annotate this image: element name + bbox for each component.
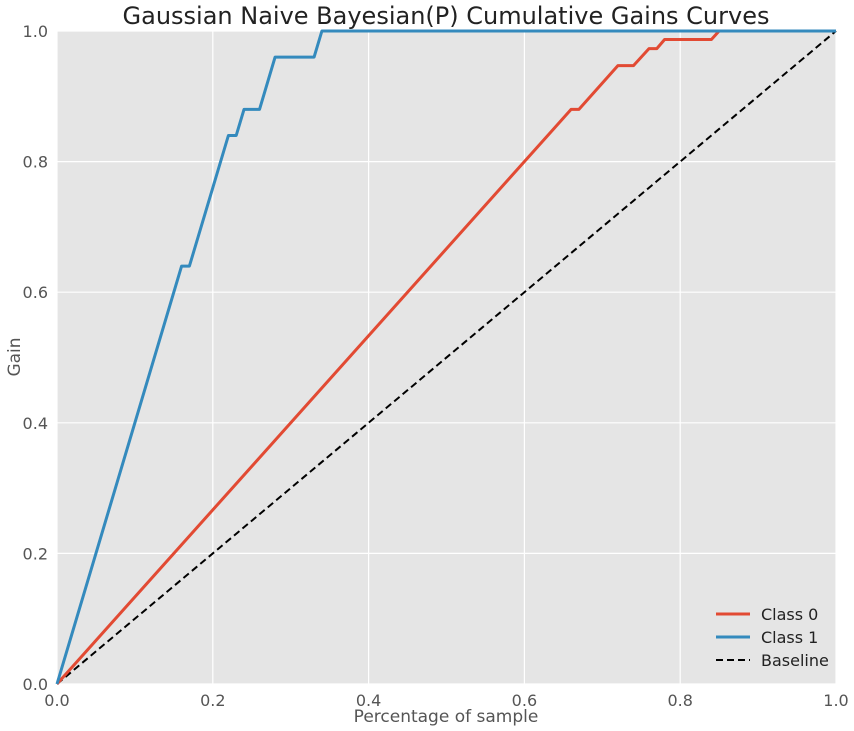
x-tick-labels: 0.0 0.2 0.4 0.6 0.8 1.0 [44,691,848,710]
y-tick-label: 1.0 [23,22,48,41]
series-line-baseline [56,30,837,685]
legend: Class 0 Class 1 Baseline [716,605,829,670]
series-layer [55,29,837,686]
grid-lines [56,30,837,685]
chart-title: Gaussian Naive Bayesian(P) Cumulative Ga… [123,2,770,30]
y-tick-labels: 0.0 0.2 0.4 0.6 0.8 1.0 [23,22,48,694]
y-tick-label: 0.0 [23,675,48,694]
x-tick-label: 0.0 [44,691,69,710]
series-line-class-1 [55,29,836,685]
y-axis-label: Gain [5,337,25,376]
legend-label: Class 1 [761,628,818,647]
y-tick-label: 0.4 [23,414,48,433]
x-tick-label: 0.4 [356,691,381,710]
x-tick-label: 0.6 [512,691,537,710]
y-tick-label: 0.6 [23,283,48,302]
legend-label: Class 0 [761,605,818,624]
x-tick-label: 1.0 [823,691,848,710]
x-axis-label: Percentage of sample [354,707,539,727]
y-tick-label: 0.2 [23,544,48,563]
x-tick-label: 0.8 [667,691,692,710]
x-tick-label: 0.2 [200,691,225,710]
y-tick-label: 0.8 [23,153,48,172]
legend-label: Baseline [761,651,829,670]
series-line-class-0 [55,29,836,686]
